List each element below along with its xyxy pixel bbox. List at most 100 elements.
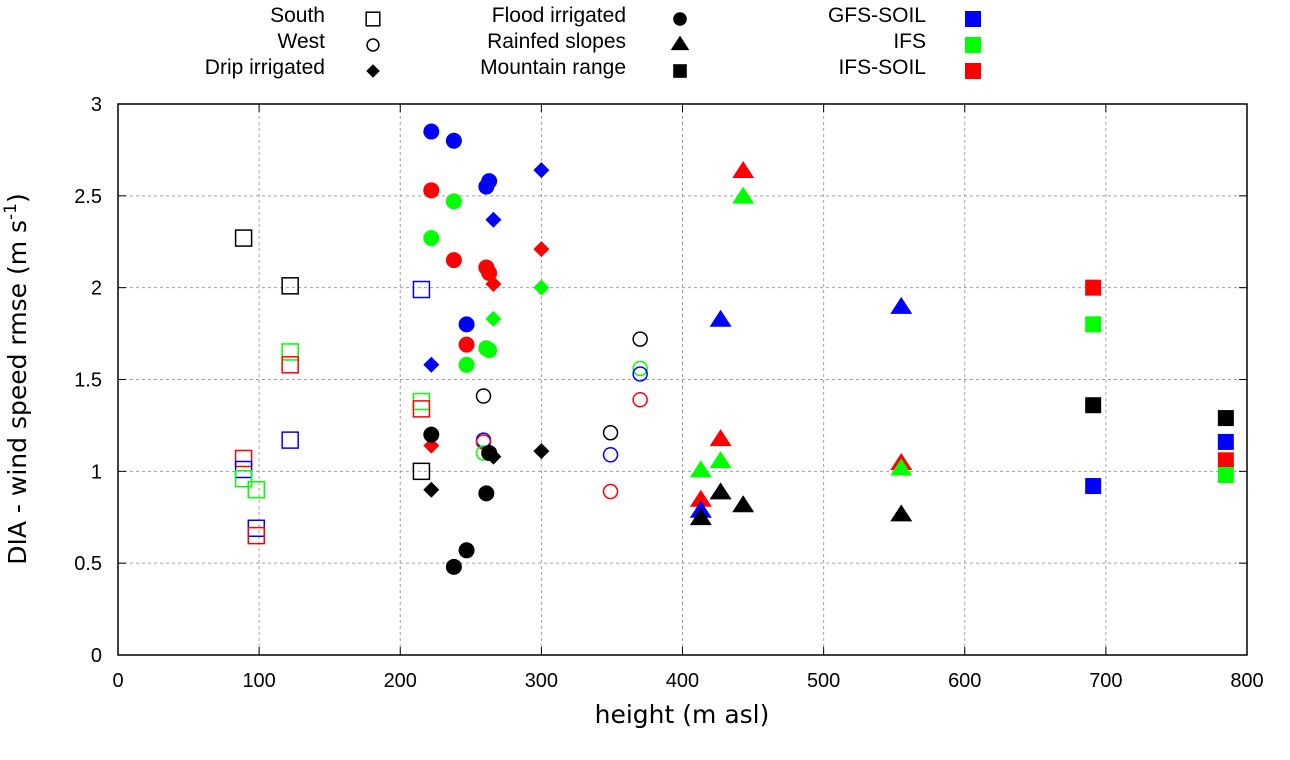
data-point <box>709 429 732 447</box>
data-point <box>423 437 440 454</box>
y-tick-label: 2 <box>91 278 102 300</box>
data-point <box>423 426 440 443</box>
data-point <box>732 495 755 513</box>
data-point <box>234 229 253 247</box>
data-point <box>890 458 913 476</box>
legend-marker <box>365 11 381 27</box>
data-point <box>632 366 648 382</box>
y-tick-label: 1 <box>91 461 102 483</box>
data-point <box>281 431 299 449</box>
legend-label: Flood irrigated <box>492 4 626 27</box>
data-point <box>412 400 431 418</box>
data-point <box>445 558 462 575</box>
data-point <box>412 462 431 481</box>
x-tick-label: 800 <box>1230 670 1263 692</box>
x-tick-label: 100 <box>242 670 275 692</box>
y-tick-label: 0 <box>91 645 102 667</box>
data-point <box>423 182 440 199</box>
data-point <box>481 444 498 461</box>
data-point <box>1085 478 1102 495</box>
data-point <box>234 460 253 479</box>
legend-label: IFS <box>893 30 926 53</box>
data-point <box>485 310 502 327</box>
data-point <box>485 211 502 228</box>
legend-color-swatch <box>965 11 981 27</box>
series-flood-irrigated <box>423 123 498 575</box>
data-point <box>1217 410 1234 427</box>
x-tick-label: 0 <box>112 670 123 692</box>
y-tick-label: 3 <box>91 94 102 116</box>
axis-ticks: 0 100 200 300 400 500 600 700 800 0 0.5 1 1.5 2 2.5 3 <box>74 94 1264 692</box>
data-point <box>481 173 498 190</box>
x-tick-label: 200 <box>384 670 417 692</box>
y-axis-label-sup: -1 <box>1 203 21 220</box>
legend-label: Rainfed slopes <box>487 30 626 53</box>
data-point <box>533 279 550 296</box>
legend-label: Mountain range <box>480 56 626 79</box>
data-point <box>732 160 755 178</box>
y-axis-label: DIA - wind speed rmse (m s-1) <box>1 193 32 565</box>
data-point <box>423 481 440 498</box>
data-point <box>709 451 732 469</box>
data-point <box>709 309 732 327</box>
legend-color-swatch <box>965 63 981 79</box>
data-point <box>481 264 498 281</box>
data-point <box>1217 433 1234 450</box>
legend-marker <box>673 12 687 26</box>
data-point <box>234 449 253 468</box>
data-point <box>533 241 550 258</box>
data-point <box>709 482 732 500</box>
data-point <box>890 504 913 522</box>
data-point <box>234 469 253 488</box>
data-point <box>281 277 299 295</box>
x-tick-label: 700 <box>1089 670 1122 692</box>
x-axis-label: height (m asl) <box>595 700 770 729</box>
data-point <box>632 391 648 408</box>
y-axis-label-end: ) <box>3 193 32 203</box>
data-point <box>689 508 712 526</box>
data-point <box>458 316 475 333</box>
legend-marker <box>366 38 380 52</box>
x-tick-label: 600 <box>948 670 981 692</box>
data-point <box>632 331 648 347</box>
data-point <box>533 443 550 460</box>
data-point <box>423 123 440 140</box>
data-point <box>689 460 712 478</box>
series-mountain-range <box>1085 279 1234 495</box>
legend-label: West <box>278 30 326 53</box>
data-point <box>1085 316 1102 333</box>
legend-label: South <box>270 4 325 27</box>
data-point <box>458 336 475 353</box>
grid-lines <box>118 104 1247 655</box>
data-point <box>1217 452 1234 469</box>
data-point <box>281 356 299 374</box>
data-point <box>412 280 431 299</box>
series-west <box>475 331 648 500</box>
legend-label: Drip irrigated <box>205 56 325 79</box>
legend: South West Drip irrigated Flood irrigated Ra… <box>205 4 981 79</box>
legend-marker <box>670 35 690 51</box>
x-tick-label: 500 <box>807 670 840 692</box>
data-point <box>478 485 495 502</box>
data-point <box>423 230 440 247</box>
legend-marker <box>366 64 380 78</box>
data-point <box>281 343 299 361</box>
data-point <box>423 356 440 373</box>
data-point <box>445 193 462 210</box>
y-tick-label: 0.5 <box>74 553 102 575</box>
legend-label: GFS-SOIL <box>828 4 926 27</box>
y-tick-label: 2.5 <box>74 186 102 208</box>
data-point <box>602 483 619 500</box>
data-point <box>533 162 550 179</box>
legend-color-swatch <box>965 37 981 53</box>
data-point <box>445 252 462 269</box>
data-point <box>602 447 619 463</box>
data-point <box>247 526 266 545</box>
x-tick-label: 300 <box>525 670 558 692</box>
data-point <box>1085 397 1102 414</box>
data-point <box>1085 279 1102 296</box>
data-point <box>458 542 475 559</box>
data-point <box>458 356 475 373</box>
series-rainfed-slopes <box>689 160 913 526</box>
